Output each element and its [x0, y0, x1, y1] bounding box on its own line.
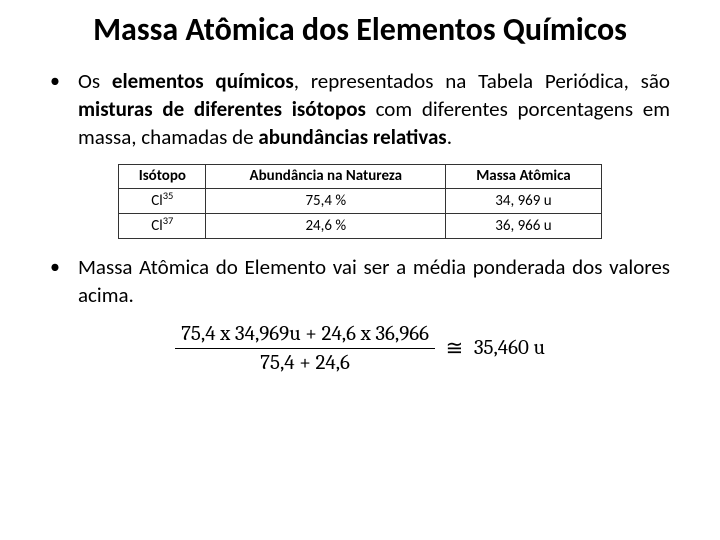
- formula: 75,4 x 34,969u + 24,6 x 36,966 75,4 + 24…: [50, 322, 670, 375]
- table-row: Cl35 75,4 % 34, 969 u: [119, 189, 602, 214]
- cell-abundance: 24,6 %: [206, 214, 446, 239]
- table-row: Cl37 24,6 % 36, 966 u: [119, 214, 602, 239]
- p1-b1: elementos químicos: [112, 68, 294, 94]
- isotope-table: Isótopo Abundância na Natureza Massa Atô…: [118, 164, 602, 239]
- slide-title: Massa Atômica dos Elementos Químicos: [50, 12, 670, 49]
- cell-isotope: Cl37: [119, 214, 206, 239]
- p1-t1: Os: [78, 68, 112, 94]
- paragraph-1-text: Os elementos químicos, representados na …: [78, 67, 670, 152]
- cell-mass: 34, 969 u: [446, 189, 602, 214]
- cell-mass: 36, 966 u: [446, 214, 602, 239]
- formula-numerator: 75,4 x 34,969u + 24,6 x 36,966: [175, 322, 435, 349]
- formula-fraction: 75,4 x 34,969u + 24,6 x 36,966 75,4 + 24…: [175, 322, 435, 375]
- bullet-icon: •: [50, 257, 60, 277]
- p1-b2: misturas de diferentes isótopos: [78, 96, 366, 122]
- isotope-mass-number: 35: [163, 189, 174, 202]
- isotope-mass-number: 37: [163, 214, 174, 227]
- cell-isotope: Cl35: [119, 189, 206, 214]
- col-mass: Massa Atômica: [446, 164, 602, 188]
- paragraph-2: • Massa Atômica do Elemento vai ser a mé…: [50, 253, 670, 310]
- formula-result: 35,460 u: [474, 336, 545, 360]
- slide: Massa Atômica dos Elementos Químicos • O…: [0, 0, 720, 540]
- approx-symbol: ≅: [446, 336, 464, 361]
- p1-t4: .: [447, 124, 452, 150]
- p1-t2: , representados na Tabela Periódica, são: [294, 68, 670, 94]
- col-abundance: Abundância na Natureza: [206, 164, 446, 188]
- cell-abundance: 75,4 %: [206, 189, 446, 214]
- isotope-symbol: Cl: [151, 192, 162, 210]
- bullet-icon: •: [50, 71, 60, 91]
- paragraph-1: • Os elementos químicos, representados n…: [50, 67, 670, 152]
- p1-b3: abundâncias relativas: [258, 124, 446, 150]
- col-isotope: Isótopo: [119, 164, 206, 188]
- paragraph-2-text: Massa Atômica do Elemento vai ser a médi…: [78, 253, 670, 310]
- formula-denominator: 75,4 + 24,6: [175, 349, 435, 375]
- isotope-symbol: Cl: [151, 217, 162, 235]
- table-header-row: Isótopo Abundância na Natureza Massa Atô…: [119, 164, 602, 188]
- table-body: Cl35 75,4 % 34, 969 u Cl37 24,6 % 36, 96…: [119, 189, 602, 239]
